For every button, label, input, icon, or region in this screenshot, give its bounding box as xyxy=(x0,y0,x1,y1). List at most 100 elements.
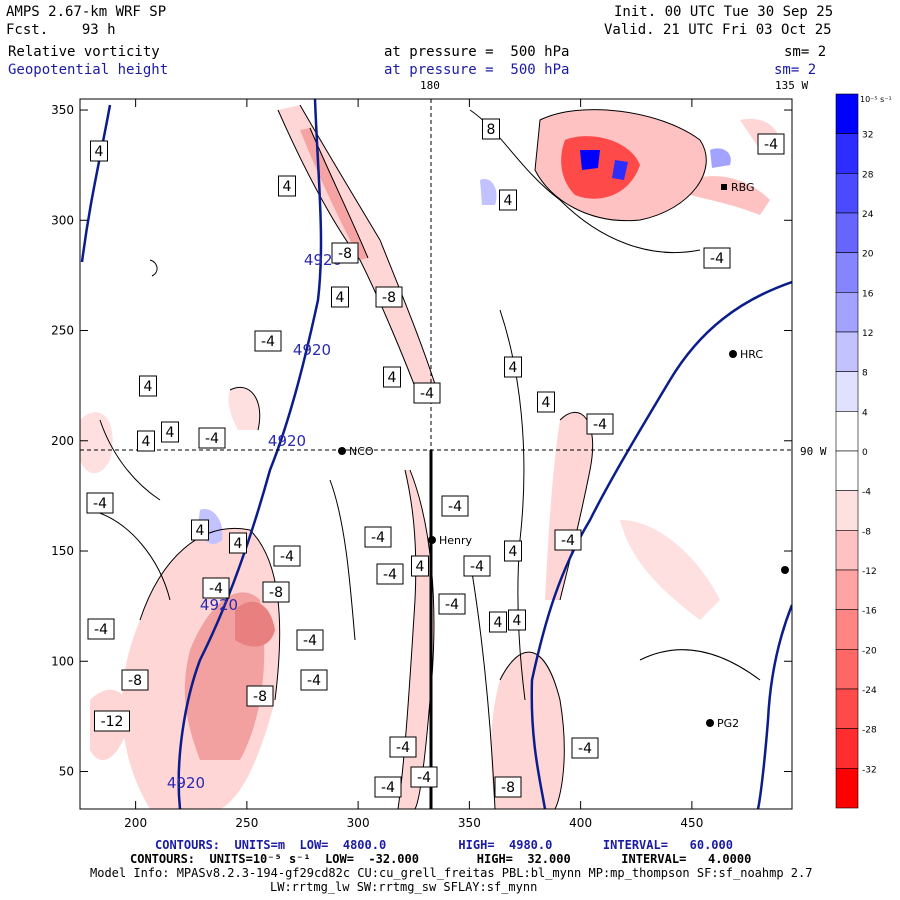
height-contour-label: 4920 xyxy=(167,774,205,792)
vorticity-contour-label: 4 xyxy=(504,540,522,562)
x-tick-label: 450 xyxy=(680,816,703,830)
vorticity-contour-label: 4 xyxy=(504,356,522,378)
vorticity-contour-label: -4 xyxy=(254,330,282,352)
vorticity-contour-label: -8 xyxy=(375,286,403,308)
colorbar-swatch xyxy=(835,133,859,174)
colorbar-tick-label: 0 xyxy=(862,448,868,458)
x-tick-label: 300 xyxy=(347,816,370,830)
colorbar-swatch xyxy=(835,768,859,809)
station-pg2: PG2 xyxy=(706,717,739,730)
colorbar-tick-label: 24 xyxy=(862,210,874,220)
colorbar-tick-label: -24 xyxy=(862,686,877,696)
vorticity-contour-label: 4 xyxy=(331,286,349,308)
y-tick-label: 100 xyxy=(51,654,74,668)
stations: RBG HRC NCO Henry PG2 xyxy=(338,181,789,730)
vorticity-contour-label: -4 xyxy=(586,413,614,435)
field2-smoothing: sm= 2 xyxy=(774,62,817,78)
vorticity-contour-label: -8 xyxy=(331,242,359,264)
vorticity-contour-label: 4 xyxy=(137,430,155,452)
svg-text:-4: -4 xyxy=(448,499,462,515)
vorticity-contour-label: 4 xyxy=(229,532,247,554)
svg-text:-4: -4 xyxy=(381,780,395,796)
y-tick-label: 300 xyxy=(51,213,74,227)
y-tick-label: 250 xyxy=(51,324,74,338)
svg-text:-4: -4 xyxy=(593,417,607,433)
svg-text:-8: -8 xyxy=(501,780,515,796)
svg-text:8: 8 xyxy=(487,122,496,138)
x-tick-label: 400 xyxy=(569,816,592,830)
vorticity-contour-label: -12 xyxy=(94,710,130,732)
vorticity-contour-label: -8 xyxy=(494,776,522,798)
vorticity-contour-label: 8 xyxy=(482,118,500,140)
svg-text:-4: -4 xyxy=(420,386,434,402)
plot-frame xyxy=(79,98,793,810)
footer-height-contours: CONTOURS: UNITS=m LOW= 4800.0 HIGH= 4980… xyxy=(155,838,733,852)
svg-text:-4: -4 xyxy=(307,673,321,689)
x-tick-label: 250 xyxy=(235,816,258,830)
svg-text:-4: -4 xyxy=(371,530,385,546)
colorbar-swatch xyxy=(835,93,859,134)
colorbar-tick-label: -12 xyxy=(862,567,877,577)
vorticity-contour-label: 4 xyxy=(139,375,157,397)
station-label: HRC xyxy=(740,348,763,361)
station-hrc: HRC xyxy=(729,348,763,361)
svg-text:4: 4 xyxy=(95,144,104,160)
footer-vorticity-contours: CONTOURS: UNITS=10⁻⁵ s⁻¹ LOW= -32.000 HI… xyxy=(130,852,752,866)
colorbar-swatch xyxy=(835,450,859,491)
field1-smoothing: sm= 2 xyxy=(784,44,827,60)
vorticity-contour-label: -4 xyxy=(413,382,441,404)
svg-text:4: 4 xyxy=(542,395,551,411)
vorticity-contour-label: -4 xyxy=(300,669,328,691)
valid-time: Valid. 21 UTC Fri 03 Oct 25 xyxy=(604,22,832,38)
colorbar-tick-label: 4 xyxy=(862,408,868,418)
svg-text:4: 4 xyxy=(494,615,503,631)
field1-name: Relative vorticity xyxy=(8,44,160,60)
vorticity-contour-label: 4 xyxy=(508,609,526,631)
svg-text:4: 4 xyxy=(509,544,518,560)
colorbar-tick-label: 20 xyxy=(862,250,874,260)
vorticity-contour-label: -4 xyxy=(441,495,469,517)
vorticity-contour-label: 4 xyxy=(411,555,429,577)
colorbar-tick-label: 32 xyxy=(862,131,873,141)
model-title: AMPS 2.67-km WRF SP xyxy=(6,4,167,20)
svg-text:-4: -4 xyxy=(445,597,459,613)
field2-name: Geopotential height xyxy=(8,62,169,78)
svg-text:-12: -12 xyxy=(101,714,124,730)
vorticity-contour-label: -4 xyxy=(374,776,402,798)
station-marker xyxy=(781,566,789,574)
vorticity-contour-label: 4 xyxy=(90,140,108,162)
colorbar-tick-label: -32 xyxy=(862,765,877,775)
svg-text:4: 4 xyxy=(144,379,153,395)
field2-level: at pressure = 500 hPa xyxy=(384,62,570,78)
vorticity-contour-label: -8 xyxy=(246,685,274,707)
colorbar-swatch xyxy=(835,411,859,452)
svg-text:4: 4 xyxy=(283,179,292,195)
colorbar-swatch xyxy=(835,212,859,253)
vorticity-contour-label: -4 xyxy=(389,736,417,758)
svg-text:-4: -4 xyxy=(470,559,484,575)
colorbar-tick-label: 16 xyxy=(862,289,874,299)
svg-text:4: 4 xyxy=(416,559,425,575)
vorticity-contour-label: -4 xyxy=(410,766,438,788)
colorbar-swatch xyxy=(835,728,859,769)
y-tick-label: 50 xyxy=(59,765,74,779)
height-contour-label: 4920 xyxy=(268,432,306,450)
vorticity-contour-label: -4 xyxy=(571,737,599,759)
axes: 200 250 300 350 400 450 50 100 150 200 250 300 350 xyxy=(51,99,792,830)
colorbar-swatch xyxy=(835,569,859,610)
svg-text:-8: -8 xyxy=(253,689,267,705)
vorticity-contour-label: 4 xyxy=(499,189,517,211)
colorbar-swatch xyxy=(835,530,859,571)
x-tick-label: 350 xyxy=(458,816,481,830)
colorbar-tick-label: 8 xyxy=(862,369,868,379)
vorticity-contour-label: -4 xyxy=(202,577,230,599)
svg-text:-8: -8 xyxy=(338,246,352,262)
colorbar-swatch xyxy=(835,688,859,729)
height-contour-label: 4920 xyxy=(293,341,331,359)
colorbar-tick-label: -20 xyxy=(862,646,877,656)
vorticity-contour-label: -4 xyxy=(296,629,324,651)
y-tick-label: 200 xyxy=(51,434,74,448)
station-label: RBG xyxy=(731,181,755,194)
station-nco: NCO xyxy=(338,445,374,458)
vorticity-contour-label: -4 xyxy=(376,563,404,585)
